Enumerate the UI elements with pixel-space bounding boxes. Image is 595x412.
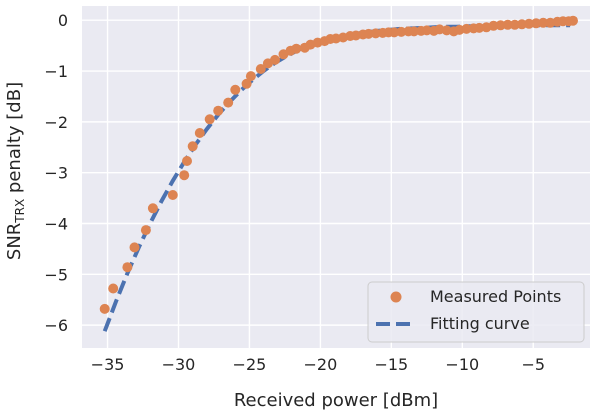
legend-marker-measured-points: [390, 291, 402, 303]
measured-point: [396, 26, 407, 37]
y-axis-label-sub: TRX: [13, 199, 27, 224]
y-tick-labels: −6 −5 −4 −3 −2 −1 0: [44, 11, 68, 335]
measured-point: [182, 156, 192, 166]
measured-point: [167, 190, 178, 200]
measured-point: [461, 23, 472, 34]
measured-point: [524, 18, 534, 29]
x-tick-label: −10: [445, 355, 479, 374]
measured-point: [363, 28, 374, 39]
measured-point: [241, 78, 252, 89]
measured-point: [99, 303, 110, 314]
x-tick-label: −20: [304, 355, 338, 374]
measured-point: [223, 97, 234, 108]
measured-point: [230, 84, 241, 95]
legend-label-fitting-curve: Fitting curve: [430, 314, 530, 333]
measured-point: [129, 242, 140, 253]
measured-points-layer: [99, 15, 578, 314]
measured-point: [179, 170, 190, 181]
measured-point: [531, 18, 542, 29]
measured-point: [140, 225, 151, 236]
measured-point: [245, 71, 256, 82]
y-tick-label: −1: [44, 62, 68, 81]
measured-point: [255, 64, 266, 74]
measured-point: [495, 20, 506, 31]
measured-point: [488, 20, 499, 31]
y-tick-label: −3: [44, 164, 68, 183]
y-tick-label: 0: [58, 11, 68, 30]
x-tick-label: −15: [374, 355, 408, 374]
measured-point: [147, 203, 158, 214]
measured-point: [204, 114, 215, 125]
x-axis-label: Received power [dBm]: [234, 390, 438, 411]
measured-point: [291, 43, 302, 54]
measured-point: [270, 54, 280, 65]
y-tick-label: −4: [44, 214, 68, 233]
y-axis-label-rest: penalty [dB]: [4, 82, 25, 199]
grid-horizontal: [82, 19, 590, 326]
legend-box: [367, 281, 585, 343]
legend-label-measured-points: Measured Points: [430, 287, 561, 306]
measured-point: [370, 28, 381, 39]
legend: Measured Points Fitting curve: [367, 281, 585, 343]
measured-point: [568, 15, 578, 26]
x-tick-labels: −35 −30 −25 −20 −15 −10 −5: [91, 355, 545, 374]
x-tick-label: −30: [162, 355, 196, 374]
y-axis-label: SNRTRX penalty [dB]: [4, 82, 27, 260]
measured-point: [516, 19, 527, 30]
measured-point: [108, 283, 119, 294]
measured-point: [122, 262, 133, 273]
x-tick-label: −35: [91, 355, 125, 374]
measured-point: [421, 25, 432, 36]
y-tick-label: −6: [44, 316, 68, 335]
y-axis-label-main: SNR: [4, 223, 25, 260]
measured-point: [389, 27, 400, 38]
measured-point: [509, 19, 520, 30]
measured-point: [187, 141, 198, 152]
measured-point: [538, 17, 549, 28]
x-tick-label: −25: [233, 355, 267, 374]
measured-point: [213, 105, 224, 116]
x-tick-label: −5: [521, 355, 545, 374]
y-tick-label: −5: [44, 265, 68, 284]
measured-point: [502, 19, 513, 30]
measured-point: [409, 26, 419, 37]
y-tick-label: −2: [44, 113, 68, 132]
measured-point: [194, 128, 205, 138]
